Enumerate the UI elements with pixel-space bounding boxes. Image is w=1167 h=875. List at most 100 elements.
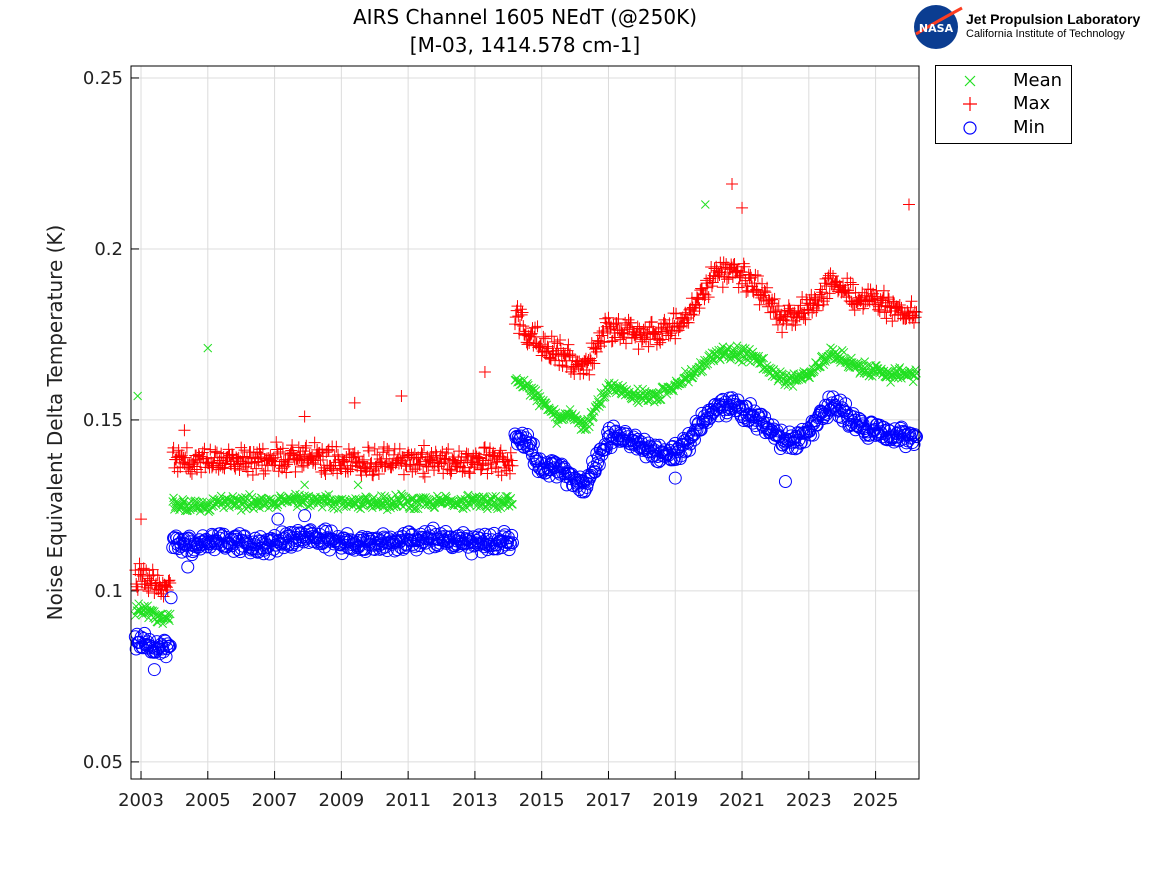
max-marker [551, 337, 564, 350]
max-marker [250, 462, 263, 475]
max-marker [264, 449, 277, 462]
mean-marker [228, 492, 238, 501]
max-marker [506, 459, 519, 472]
max-marker [824, 267, 837, 280]
mean-marker [413, 504, 423, 514]
max-marker [330, 440, 343, 453]
max-marker [886, 315, 899, 328]
mean-marker [899, 370, 909, 380]
max-marker [574, 368, 587, 381]
max-marker [758, 284, 771, 297]
max-marker [478, 441, 491, 454]
legend-item-mean: Mean [936, 70, 1071, 94]
max-marker [547, 347, 560, 360]
y-tick-label: 0.25 [83, 68, 123, 89]
min-marker [668, 471, 682, 485]
mean-marker [788, 382, 798, 391]
max-marker [362, 444, 375, 457]
mean-marker [538, 398, 547, 408]
mean-marker [629, 388, 639, 398]
chart-title-line2: [M-03, 1414.578 cm-1] [409, 33, 641, 57]
max-marker [598, 336, 611, 349]
mean-marker [757, 354, 767, 363]
min-marker [281, 538, 295, 552]
max-marker [142, 585, 155, 598]
min-marker [774, 423, 788, 437]
max-marker [470, 450, 483, 463]
max-marker [902, 198, 915, 211]
max-marker [293, 451, 306, 464]
max-marker [300, 439, 313, 452]
max-marker [827, 270, 840, 283]
x-tick-label: 2007 [252, 790, 298, 811]
min-marker [238, 529, 252, 543]
max-marker [286, 439, 299, 452]
max-marker [617, 331, 630, 344]
mean-marker [133, 391, 143, 401]
max-marker [151, 569, 164, 582]
max-marker [468, 458, 481, 471]
max-marker [136, 575, 149, 588]
max-marker [473, 452, 486, 465]
max-marker [772, 299, 785, 312]
circle-marker-icon [963, 121, 977, 135]
max-marker [540, 345, 553, 358]
max-marker [768, 292, 781, 305]
max-marker [583, 368, 596, 381]
min-marker [754, 407, 768, 421]
min-marker [298, 509, 312, 523]
jpl-logo: NASA Jet Propulsion Laboratory Californi… [912, 4, 1162, 50]
max-marker [239, 457, 252, 470]
max-marker [794, 299, 807, 312]
min-marker [578, 484, 592, 498]
max-marker [738, 260, 751, 273]
y-tick-label: 0.15 [83, 410, 123, 431]
mean-marker [387, 499, 397, 509]
max-marker [814, 283, 827, 296]
max-marker [178, 424, 191, 437]
mean-marker [597, 399, 607, 408]
min-marker [592, 458, 606, 472]
max-marker [162, 575, 175, 588]
max-marker [588, 357, 601, 370]
max-marker [242, 455, 255, 468]
x-tick-label: 2005 [185, 790, 231, 811]
max-marker [282, 456, 295, 469]
max-marker [697, 287, 710, 300]
max-marker [539, 332, 552, 345]
max-marker [146, 563, 159, 576]
max-marker [395, 389, 408, 402]
max-marker [545, 330, 558, 343]
mean-marker [654, 390, 663, 400]
mean-marker [595, 399, 605, 409]
max-marker [726, 177, 739, 190]
max-marker [577, 367, 590, 380]
max-marker [579, 355, 592, 368]
max-marker [299, 442, 312, 455]
min-marker [498, 528, 512, 542]
max-marker [163, 574, 176, 587]
max-marker [910, 306, 923, 319]
y-tick-label: 0.2 [94, 239, 123, 260]
min-marker [160, 641, 174, 655]
mean-marker [362, 493, 371, 502]
max-marker [693, 302, 706, 315]
min-marker [433, 536, 447, 550]
min-marker [505, 536, 519, 550]
x-tick-label: 2023 [786, 790, 832, 811]
mean-marker [698, 366, 708, 376]
max-marker [513, 318, 526, 331]
mean-marker [169, 493, 178, 503]
max-marker [524, 328, 537, 341]
min-marker [705, 407, 719, 421]
max-marker [508, 318, 521, 331]
x-tick-label: 2025 [853, 790, 899, 811]
max-marker [699, 288, 712, 301]
max-marker [180, 441, 193, 454]
min-marker [261, 540, 275, 554]
min-marker [683, 437, 697, 451]
max-marker [161, 583, 174, 596]
max-marker [164, 576, 177, 589]
max-marker [700, 281, 713, 294]
